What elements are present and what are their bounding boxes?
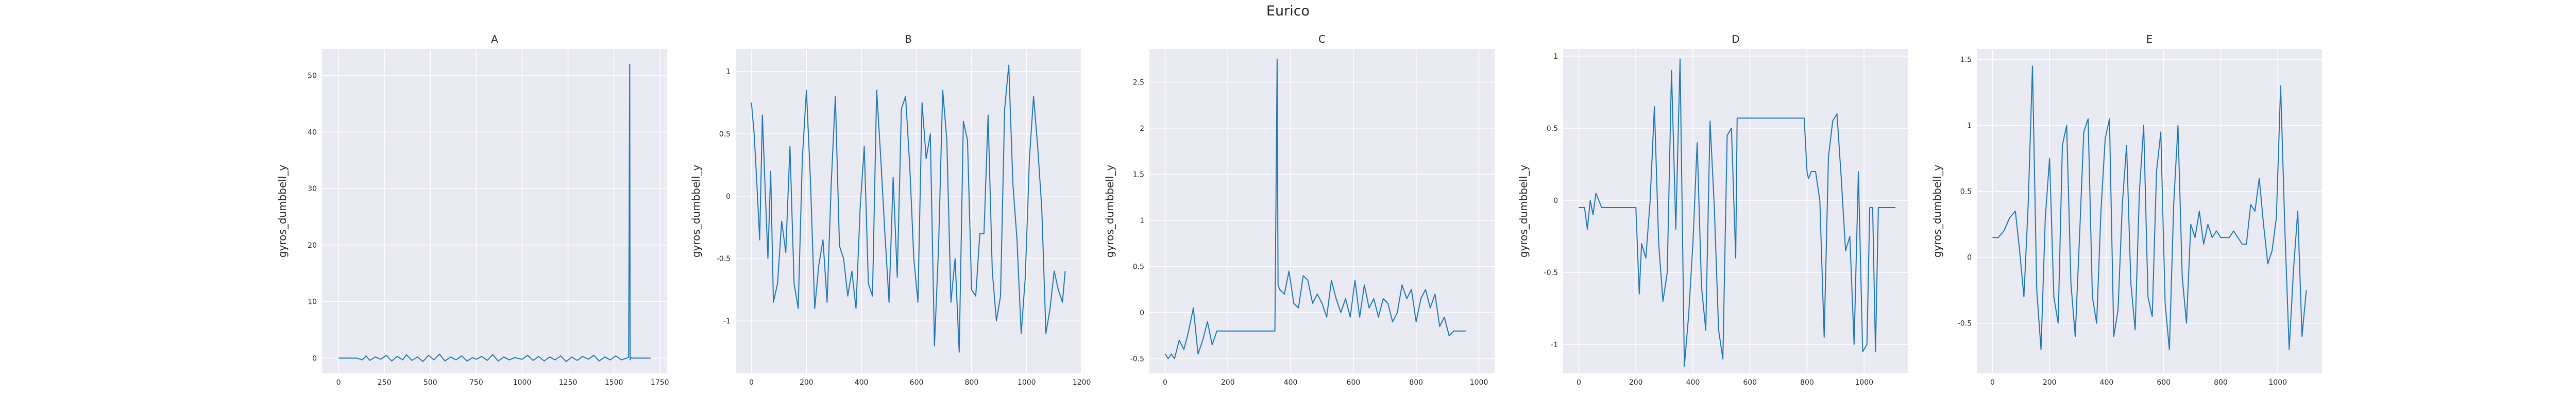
x-tick-label: 0 bbox=[336, 379, 341, 387]
x-tick-label: 600 bbox=[2157, 379, 2171, 387]
y-tick-label: 10 bbox=[308, 298, 317, 306]
y-tick-label: 50 bbox=[308, 72, 317, 80]
y-tick-label: -0.5 bbox=[1544, 269, 1558, 277]
x-tick-label: 500 bbox=[423, 379, 437, 387]
x-tick-label: 800 bbox=[1409, 379, 1423, 387]
chart-title: A bbox=[491, 33, 498, 45]
y-tick-label: 2 bbox=[1140, 125, 1144, 133]
x-tick-label: 1000 bbox=[513, 379, 532, 387]
chart-title: D bbox=[1732, 33, 1739, 45]
plot-area bbox=[1977, 49, 2322, 373]
x-tick-label: 200 bbox=[800, 379, 814, 387]
x-tick-label: 1750 bbox=[651, 379, 669, 387]
chart-title: C bbox=[1318, 33, 1326, 45]
plot-area bbox=[1149, 49, 1495, 373]
x-tick-label: 600 bbox=[1743, 379, 1757, 387]
y-tick-label: 1.5 bbox=[1960, 56, 1972, 64]
y-tick-label: 20 bbox=[308, 242, 317, 250]
y-tick-label: 0.5 bbox=[1133, 263, 1144, 271]
x-tick-label: 400 bbox=[2100, 379, 2114, 387]
x-tick-label: 1200 bbox=[1073, 379, 1091, 387]
x-tick-label: 400 bbox=[1686, 379, 1700, 387]
y-tick-label: 0 bbox=[1140, 309, 1144, 317]
figure-suptitle: Eurico bbox=[1266, 3, 1310, 19]
x-tick-label: 1000 bbox=[1470, 379, 1488, 387]
y-tick-label: 0 bbox=[1553, 197, 1558, 205]
x-tick-label: 800 bbox=[2214, 379, 2228, 387]
x-tick-label: 400 bbox=[855, 379, 869, 387]
x-tick-label: 600 bbox=[910, 379, 924, 387]
series-line-B bbox=[751, 64, 1066, 353]
series-line-E bbox=[1992, 65, 2307, 350]
series-line-D bbox=[1579, 58, 1896, 367]
y-tick-label: 1.5 bbox=[1133, 170, 1144, 179]
x-tick-label: 1250 bbox=[559, 379, 578, 387]
x-tick-label: 250 bbox=[378, 379, 392, 387]
y-axis-label: gyros_dumbbell_y bbox=[690, 165, 702, 258]
series-line-A bbox=[338, 63, 651, 362]
x-tick-label: 1500 bbox=[605, 379, 623, 387]
x-tick-label: 600 bbox=[1347, 379, 1361, 387]
x-tick-label: 0 bbox=[1163, 379, 1167, 387]
x-tick-label: 750 bbox=[469, 379, 483, 387]
y-axis-label: gyros_dumbbell_y bbox=[1517, 165, 1530, 258]
y-tick-label: 1 bbox=[1553, 53, 1558, 61]
plot-area bbox=[736, 49, 1081, 373]
y-axis-label: gyros_dumbbell_y bbox=[276, 165, 289, 258]
y-axis-label: gyros_dumbbell_y bbox=[1931, 165, 1943, 258]
y-tick-label: 0.5 bbox=[1960, 188, 1972, 196]
y-tick-label: -0.5 bbox=[717, 255, 731, 263]
x-tick-label: 800 bbox=[965, 379, 979, 387]
y-tick-label: 1 bbox=[1967, 122, 1972, 130]
x-tick-label: 1000 bbox=[2268, 379, 2287, 387]
chart-panel-D: -1 -0.5 0 0.5 1 0 200 400 600 800 1000 Dgyros_dumbb… bbox=[1517, 33, 1908, 387]
chart-panel-E: -0.5 0 0.5 1 1.5 0 200 400 600 800 1000 Egyros_dumb… bbox=[1931, 33, 2322, 387]
y-tick-label: 1 bbox=[1140, 217, 1144, 225]
y-axis-label: gyros_dumbbell_y bbox=[1104, 165, 1116, 258]
y-tick-label: 1 bbox=[726, 68, 731, 76]
y-tick-label: 0 bbox=[312, 354, 317, 363]
chart-title: B bbox=[905, 33, 912, 45]
y-tick-label: -0.5 bbox=[1130, 355, 1144, 363]
y-tick-label: 40 bbox=[308, 128, 317, 136]
x-tick-label: 400 bbox=[1284, 379, 1298, 387]
y-tick-label: 0 bbox=[1967, 254, 1972, 262]
y-tick-label: -1 bbox=[723, 317, 731, 325]
x-tick-label: 200 bbox=[1629, 379, 1643, 387]
x-tick-label: 1000 bbox=[1855, 379, 1873, 387]
plot-area bbox=[322, 49, 667, 373]
x-tick-label: 800 bbox=[1800, 379, 1814, 387]
series-line-C bbox=[1164, 58, 1467, 359]
x-tick-label: 0 bbox=[1990, 379, 1995, 387]
chart-panel-C: -0.5 0 0.5 1 1.5 2 2.5 0 200 400 600 800 1000 Cgyros_… bbox=[1104, 33, 1495, 387]
chart-title: E bbox=[2146, 33, 2153, 45]
y-tick-label: -1 bbox=[1551, 341, 1558, 349]
x-tick-label: 0 bbox=[1577, 379, 1581, 387]
x-tick-label: 200 bbox=[1221, 379, 1235, 387]
y-tick-label: 0.5 bbox=[719, 130, 731, 139]
y-tick-label: 0.5 bbox=[1547, 125, 1558, 133]
y-tick-label: -0.5 bbox=[1958, 320, 1972, 328]
x-tick-label: 200 bbox=[2043, 379, 2057, 387]
x-tick-label: 1000 bbox=[1018, 379, 1036, 387]
y-tick-label: 30 bbox=[308, 185, 317, 193]
y-tick-label: 0 bbox=[726, 193, 731, 201]
x-tick-label: 0 bbox=[749, 379, 754, 387]
chart-panel-B: -1 -0.5 0 0.5 1 0 200 400 600 800 1000 1200 Bgyros_d… bbox=[690, 33, 1091, 387]
y-tick-label: 2.5 bbox=[1133, 78, 1144, 87]
